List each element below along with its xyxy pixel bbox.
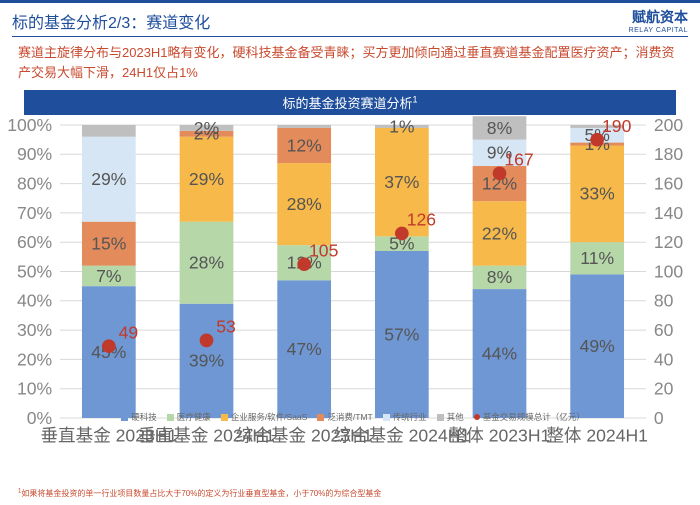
legend-swatch bbox=[437, 414, 444, 421]
legend-label: 企业服务/软件/SaaS bbox=[231, 411, 308, 423]
svg-text:126: 126 bbox=[407, 210, 436, 230]
svg-text:100: 100 bbox=[654, 261, 684, 281]
legend-item: 基金交易规模总计（亿元） bbox=[474, 411, 585, 423]
logo-en: RELAY CAPITAL bbox=[629, 27, 688, 34]
svg-text:40: 40 bbox=[654, 349, 674, 369]
svg-text:53: 53 bbox=[216, 317, 236, 337]
footnote: 1如果将基金投资的单一行业项目数量占比大于70%的定义为行业垂直型基金，小于70… bbox=[18, 488, 381, 499]
legend-label: 硬科技 bbox=[131, 411, 157, 423]
svg-text:整体 2024H1: 整体 2024H1 bbox=[546, 425, 648, 445]
legend: 硬科技 医疗健康 企业服务/软件/SaaS 泛消费/TMT 传统行业 其他 基金交易规模总计… bbox=[60, 411, 646, 423]
legend-item: 传统行业 bbox=[383, 411, 427, 423]
svg-text:180: 180 bbox=[654, 144, 684, 164]
svg-text:49: 49 bbox=[119, 322, 139, 342]
legend-swatch bbox=[383, 414, 390, 421]
legend-item: 企业服务/软件/SaaS bbox=[221, 411, 308, 423]
legend-label: 其他 bbox=[447, 411, 464, 423]
svg-text:60%: 60% bbox=[17, 232, 52, 252]
svg-text:50%: 50% bbox=[17, 261, 52, 281]
header-row: 标的基金分析2/3：赛道变化 赋航资本 RELAY CAPITAL bbox=[0, 3, 700, 36]
svg-text:160: 160 bbox=[654, 173, 684, 193]
legend-item: 硬科技 bbox=[121, 411, 157, 423]
legend-label: 泛消费/TMT bbox=[327, 411, 372, 423]
svg-text:90%: 90% bbox=[17, 144, 52, 164]
chart-area: 0%10%20%30%40%50%60%70%80%90%100%0204060… bbox=[24, 115, 676, 425]
legend-swatch bbox=[221, 414, 228, 421]
svg-text:40%: 40% bbox=[17, 291, 52, 311]
svg-text:80%: 80% bbox=[17, 173, 52, 193]
legend-label: 传统行业 bbox=[393, 411, 427, 423]
page-title: 标的基金分析2/3：赛道变化 bbox=[12, 9, 210, 33]
chart-svg: 0%10%20%30%40%50%60%70%80%90%100%0204060… bbox=[60, 125, 646, 418]
svg-text:60: 60 bbox=[654, 320, 674, 340]
svg-text:167: 167 bbox=[504, 150, 533, 170]
legend-label: 基金交易规模总计（亿元） bbox=[483, 411, 585, 423]
svg-text:整体 2023H1: 整体 2023H1 bbox=[449, 425, 551, 445]
subtitle: 赛道主旋律分布与2023H1略有变化，硬科技基金备受青睐；买方更加倾向通过垂直赛… bbox=[0, 37, 700, 86]
svg-text:190: 190 bbox=[602, 116, 632, 136]
svg-text:70%: 70% bbox=[17, 203, 52, 223]
svg-text:10%: 10% bbox=[17, 379, 52, 399]
svg-text:20%: 20% bbox=[17, 349, 52, 369]
logo: 赋航资本 RELAY CAPITAL bbox=[629, 7, 688, 34]
svg-text:100%: 100% bbox=[7, 115, 52, 135]
legend-item: 医疗健康 bbox=[167, 411, 211, 423]
chart-title-sup: 1 bbox=[413, 95, 418, 105]
legend-dot bbox=[474, 414, 480, 420]
svg-text:80: 80 bbox=[654, 291, 674, 311]
footnote-text: 如果将基金投资的单一行业项目数量占比大于70%的定义为行业垂直型基金，小于70%… bbox=[21, 489, 381, 498]
chart-container: 标的基金投资赛道分析1 0%10%20%30%40%50%60%70%80%90… bbox=[24, 90, 676, 425]
legend-item: 泛消费/TMT bbox=[317, 411, 372, 423]
svg-text:120: 120 bbox=[654, 232, 684, 252]
svg-text:20: 20 bbox=[654, 379, 674, 399]
chart-title-text: 标的基金投资赛道分析 bbox=[282, 96, 412, 111]
svg-text:105: 105 bbox=[309, 240, 339, 260]
svg-text:200: 200 bbox=[654, 115, 684, 135]
legend-swatch bbox=[121, 414, 128, 421]
logo-cn: 赋航资本 bbox=[629, 7, 688, 27]
svg-text:30%: 30% bbox=[17, 320, 52, 340]
chart-title: 标的基金投资赛道分析1 bbox=[24, 90, 676, 115]
svg-text:0: 0 bbox=[654, 408, 664, 428]
legend-swatch bbox=[317, 414, 324, 421]
legend-item: 其他 bbox=[437, 411, 464, 423]
svg-text:140: 140 bbox=[654, 203, 684, 223]
legend-label: 医疗健康 bbox=[177, 411, 211, 423]
legend-swatch bbox=[167, 414, 174, 421]
